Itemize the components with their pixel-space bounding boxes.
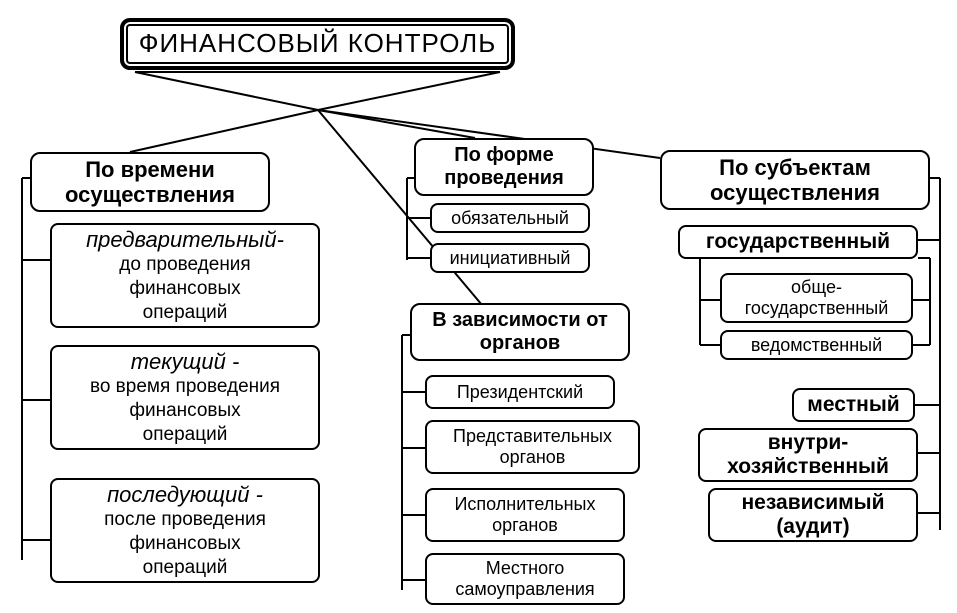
category-time: По времени осуществления	[30, 152, 270, 212]
organ-local-l1: Местного	[486, 558, 565, 579]
subject-internal-l1: внутри-	[768, 431, 849, 455]
time-cur-desc-1: во время проведения	[90, 376, 280, 398]
category-form-label: По форме проведения	[422, 144, 586, 190]
time-pre-desc-2: финансовых	[129, 278, 240, 300]
organ-local: Местного самоуправления	[425, 553, 625, 605]
time-post-desc-1: после проведения	[104, 509, 266, 531]
subject-state-sub2: ведомственный	[720, 330, 913, 360]
time-post-title: последующий -	[107, 482, 263, 507]
subject-local-label: местный	[807, 393, 899, 417]
organ-president-label: Президентский	[457, 382, 583, 403]
time-cur-desc-3: операций	[143, 424, 228, 446]
subject-independent-l2: (аудит)	[776, 515, 849, 539]
subject-state-sub1-l1: обще-	[791, 277, 842, 298]
subject-internal: внутри- хозяйственный	[698, 428, 918, 482]
time-pre-desc-1: до проведения	[119, 254, 250, 276]
time-post-node: последующий - после проведения финансовы…	[50, 478, 320, 583]
category-subjects-label: По субъектам осуществления	[668, 155, 922, 206]
subject-state-label: государственный	[706, 230, 890, 254]
organ-repr-l1: Представительных	[453, 426, 612, 447]
root-label: ФИНАНСОВЫЙ КОНТРОЛЬ	[139, 29, 497, 59]
subject-state-sub1: обще- государственный	[720, 273, 913, 323]
category-form: По форме проведения	[414, 138, 594, 196]
subject-state-sub1-l2: государственный	[745, 298, 889, 319]
subject-independent: независимый (аудит)	[708, 488, 918, 542]
organ-exec-l1: Исполнительных	[454, 494, 595, 515]
form-initiative: инициативный	[430, 243, 590, 273]
time-post-desc-2: финансовых	[129, 533, 240, 555]
organ-exec-l2: органов	[492, 515, 558, 536]
category-organs: В зависимости от органов	[410, 303, 630, 361]
form-obligatory: обязательный	[430, 203, 590, 233]
subject-local: местный	[792, 388, 915, 422]
time-pre-desc-3: операций	[143, 302, 228, 324]
time-cur-title: текущий -	[131, 349, 240, 374]
form-obligatory-label: обязательный	[451, 208, 569, 229]
organ-exec: Исполнительных органов	[425, 488, 625, 542]
category-time-label: По времени осуществления	[38, 157, 262, 208]
form-initiative-label: инициативный	[450, 248, 571, 269]
time-cur-node: текущий - во время проведения финансовых…	[50, 345, 320, 450]
subject-internal-l2: хозяйственный	[727, 455, 889, 479]
category-organs-label: В зависимости от органов	[418, 309, 622, 355]
time-pre-node: предварительный- до проведения финансовы…	[50, 223, 320, 328]
subject-state: государственный	[678, 225, 918, 259]
organ-repr: Представительных органов	[425, 420, 640, 474]
subject-state-sub2-label: ведомственный	[751, 335, 882, 356]
time-post-desc-3: операций	[143, 557, 228, 579]
root-node: ФИНАНСОВЫЙ КОНТРОЛЬ	[120, 18, 515, 70]
time-cur-desc-2: финансовых	[129, 400, 240, 422]
organ-local-l2: самоуправления	[455, 579, 594, 600]
category-subjects: По субъектам осуществления	[660, 150, 930, 210]
organ-repr-l2: органов	[500, 447, 566, 468]
organ-president: Президентский	[425, 375, 615, 409]
subject-independent-l1: независимый	[742, 491, 885, 515]
time-pre-title: предварительный-	[86, 227, 284, 252]
